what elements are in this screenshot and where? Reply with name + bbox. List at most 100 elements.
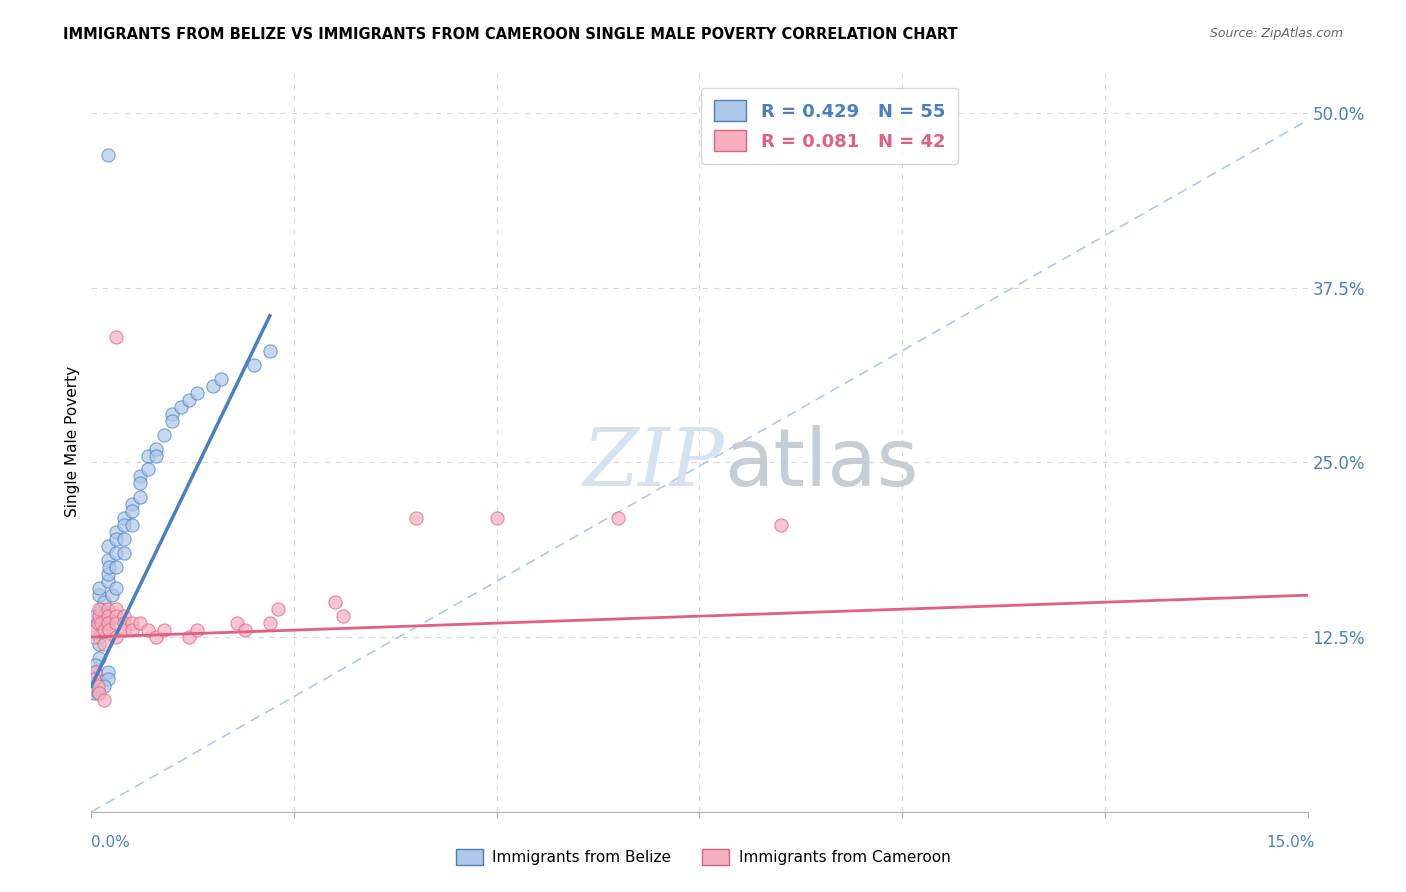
- Text: 15.0%: 15.0%: [1267, 836, 1315, 850]
- Point: [121, 497, 143, 511]
- Point: [162, 414, 184, 428]
- Point: [97, 609, 120, 624]
- Point: [202, 378, 225, 392]
- Point: [177, 392, 200, 407]
- Point: [89, 630, 111, 644]
- Point: [112, 511, 135, 525]
- Point: [112, 623, 135, 637]
- Point: [100, 588, 122, 602]
- Point: [153, 427, 176, 442]
- Point: [769, 518, 792, 533]
- Point: [93, 609, 115, 624]
- Point: [90, 623, 112, 637]
- Point: [84, 609, 107, 624]
- Legend: Immigrants from Belize, Immigrants from Cameroon: Immigrants from Belize, Immigrants from …: [450, 843, 956, 871]
- Point: [87, 616, 110, 631]
- Point: [97, 574, 120, 589]
- Point: [89, 637, 111, 651]
- Point: [405, 511, 427, 525]
- Point: [186, 385, 208, 400]
- Point: [89, 588, 111, 602]
- Point: [104, 581, 127, 595]
- Y-axis label: Single Male Poverty: Single Male Poverty: [65, 366, 80, 517]
- Point: [104, 609, 127, 624]
- Legend: R = 0.429   N = 55, R = 0.081   N = 42: R = 0.429 N = 55, R = 0.081 N = 42: [702, 87, 957, 164]
- Point: [84, 623, 107, 637]
- Text: atlas: atlas: [724, 425, 918, 503]
- Point: [89, 609, 111, 624]
- Point: [83, 672, 105, 686]
- Point: [83, 686, 105, 700]
- Point: [129, 469, 152, 483]
- Point: [87, 686, 110, 700]
- Point: [112, 609, 135, 624]
- Point: [83, 630, 105, 644]
- Point: [98, 623, 121, 637]
- Point: [235, 623, 257, 637]
- Point: [97, 616, 120, 631]
- Point: [87, 616, 110, 631]
- Point: [89, 581, 111, 595]
- Point: [136, 462, 159, 476]
- Point: [93, 693, 115, 707]
- Point: [145, 449, 167, 463]
- Point: [89, 686, 111, 700]
- Point: [104, 602, 127, 616]
- Point: [259, 343, 281, 358]
- Point: [607, 511, 630, 525]
- Point: [93, 616, 115, 631]
- Point: [90, 616, 112, 631]
- Point: [84, 665, 107, 679]
- Point: [153, 623, 176, 637]
- Point: [89, 651, 111, 665]
- Point: [226, 616, 249, 631]
- Point: [87, 679, 110, 693]
- Text: 0.0%: 0.0%: [91, 836, 131, 850]
- Point: [209, 372, 232, 386]
- Point: [145, 442, 167, 456]
- Point: [93, 637, 115, 651]
- Point: [177, 630, 200, 644]
- Point: [104, 560, 127, 574]
- Point: [259, 616, 281, 631]
- Point: [97, 567, 120, 582]
- Point: [242, 358, 264, 372]
- Point: [84, 658, 107, 673]
- Point: [97, 602, 120, 616]
- Point: [98, 560, 121, 574]
- Point: [121, 504, 143, 518]
- Point: [323, 595, 346, 609]
- Point: [84, 665, 107, 679]
- Point: [112, 533, 135, 547]
- Point: [93, 595, 115, 609]
- Text: IMMIGRANTS FROM BELIZE VS IMMIGRANTS FROM CAMEROON SINGLE MALE POVERTY CORRELATI: IMMIGRANTS FROM BELIZE VS IMMIGRANTS FRO…: [63, 27, 957, 42]
- Point: [121, 616, 143, 631]
- Point: [136, 623, 159, 637]
- Text: Source: ZipAtlas.com: Source: ZipAtlas.com: [1209, 27, 1343, 40]
- Point: [104, 616, 127, 631]
- Point: [83, 672, 105, 686]
- Point: [129, 491, 152, 505]
- Point: [104, 330, 127, 344]
- Point: [186, 623, 208, 637]
- Point: [93, 679, 115, 693]
- Point: [267, 602, 290, 616]
- Point: [90, 602, 112, 616]
- Point: [485, 511, 508, 525]
- Point: [97, 672, 120, 686]
- Point: [97, 539, 120, 553]
- Point: [104, 546, 127, 560]
- Point: [129, 616, 152, 631]
- Point: [145, 630, 167, 644]
- Point: [121, 518, 143, 533]
- Point: [169, 400, 191, 414]
- Point: [136, 449, 159, 463]
- Point: [97, 665, 120, 679]
- Point: [129, 476, 152, 491]
- Point: [104, 630, 127, 644]
- Point: [89, 602, 111, 616]
- Text: ZIP: ZIP: [582, 425, 724, 502]
- Point: [104, 525, 127, 540]
- Point: [332, 609, 354, 624]
- Point: [112, 518, 135, 533]
